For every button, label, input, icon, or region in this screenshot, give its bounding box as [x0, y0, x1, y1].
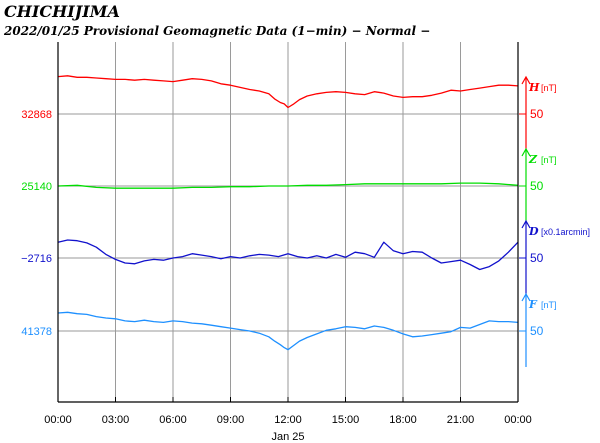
baseline-label-h: 32868 [21, 109, 52, 121]
component-unit-h: [nT] [541, 83, 557, 93]
scale-value-d: 50 [530, 251, 544, 265]
baseline-label-z: 25140 [21, 181, 52, 193]
label-layer: 00:00 03:00 06:00 09:00 12:00 15:00 18:00 21:00… [21, 81, 590, 443]
scale-arrow-h [521, 75, 531, 85]
x-tick-label: 06:00 [159, 414, 187, 426]
scale-arrow-d [521, 219, 531, 229]
scale-value-h: 50 [530, 107, 544, 121]
x-tick-label: 18:00 [389, 414, 417, 426]
series-line-h [57, 75, 519, 109]
baseline-label-f: 41378 [21, 326, 52, 338]
x-tick-label: 12:00 [274, 414, 302, 426]
component-unit-z: [nT] [541, 155, 557, 165]
series-line-f [57, 311, 519, 351]
x-tick-label: 15:00 [332, 414, 360, 426]
scale-value-f: 50 [530, 324, 544, 338]
chart-subtitle: 2022/01/25 Provisional Geomagnetic Data … [3, 24, 430, 38]
x-tick-label: 00:00 [504, 414, 532, 426]
chart-title-station: CHICHIJIMA [4, 2, 120, 21]
x-tick-label: 00:00 [44, 414, 72, 426]
component-name-f: F [528, 298, 538, 311]
x-axis-label: Jan 25 [271, 431, 304, 443]
baseline-label-d: −2716 [21, 253, 52, 265]
x-tick-label: 21:00 [447, 414, 475, 426]
scale-value-z: 50 [530, 179, 544, 193]
component-name-z: Z [528, 153, 538, 166]
component-name-h: H [528, 81, 540, 94]
axis-layer [57, 42, 531, 403]
x-tick-label: 03:00 [102, 414, 130, 426]
scale-arrow-z [521, 147, 531, 157]
component-unit-f: [nT] [541, 300, 557, 310]
component-name-d: D [528, 225, 539, 238]
series-line-d [57, 239, 519, 271]
scale-arrow-f [521, 292, 531, 302]
grid-lines [58, 42, 518, 402]
series-line-z [57, 182, 519, 189]
component-unit-d: [x0.1arcmin] [541, 227, 590, 237]
series-layer [57, 75, 519, 351]
x-tick-label: 09:00 [217, 414, 245, 426]
